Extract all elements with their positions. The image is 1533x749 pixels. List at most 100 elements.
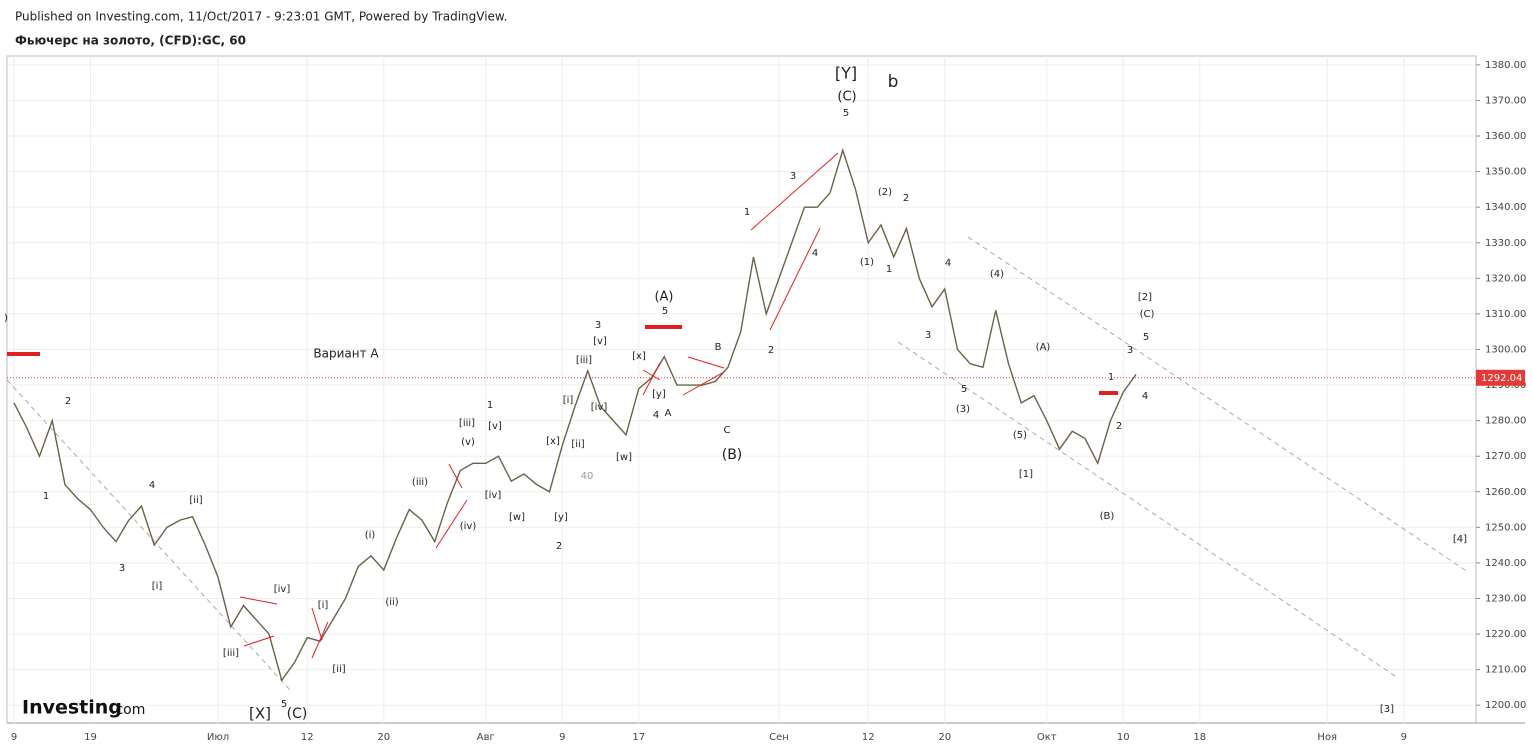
y-tick-label: 1210.00 (1485, 665, 1526, 676)
x-tick-label: Июл (207, 732, 229, 743)
wave-label: 4 (653, 410, 659, 421)
wave-label: 2 (1116, 421, 1122, 432)
wave-label: 3 (1127, 345, 1133, 356)
instrument-title: Фьючерс на золото, (CFD):GC, 60 (15, 34, 246, 48)
wave-label: 2 (556, 541, 562, 552)
last-price-label: 1292.04 (1481, 373, 1522, 384)
wave-label: [w] (616, 452, 632, 463)
x-tick-label: Авг (477, 732, 495, 743)
x-tick-label: Сен (769, 732, 789, 743)
x-tick-label: 9 (1401, 732, 1407, 743)
wave-label: ) (4, 313, 8, 324)
y-tick-label: 1310.00 (1485, 309, 1526, 320)
x-tick-label: Окт (1037, 732, 1057, 743)
wave-label: Вариант А (313, 347, 379, 361)
wave-label: (C) (837, 90, 856, 105)
plot-frame (6, 55, 1477, 724)
wave-label: 4 (812, 248, 818, 259)
y-tick-label: 1270.00 (1485, 451, 1526, 462)
wave-label: [X] (249, 705, 271, 723)
wave-label: 2 (903, 193, 909, 204)
wave-label: [3] (1380, 704, 1394, 715)
y-tick-label: 1200.00 (1485, 700, 1526, 711)
wave-label: (2) (878, 187, 892, 198)
wave-label: 5 (843, 108, 849, 119)
wave-label: [Y] (835, 64, 857, 83)
price-line (13, 147, 1137, 682)
x-tick-label: 12 (301, 732, 314, 743)
y-tick-label: 1250.00 (1485, 522, 1526, 533)
wave-label: 4 (1142, 391, 1148, 402)
wave-label: [v] (593, 336, 607, 347)
wave-label: [4] (1453, 534, 1467, 545)
x-tick-label: 20 (377, 732, 390, 743)
wave-label: [ii] (332, 664, 345, 675)
wave-label: [x] (632, 351, 646, 362)
logo-suffix: .com (111, 702, 145, 718)
wave-label: b (888, 72, 899, 92)
wave-label: [1] (1019, 469, 1033, 480)
y-tick-label: 1230.00 (1485, 593, 1526, 604)
wave-label: (4) (990, 269, 1004, 280)
wave-label: (3) (956, 404, 970, 415)
wave-label: (5) (1013, 430, 1027, 441)
wave-label: 5 (1143, 332, 1149, 343)
wave-label: 5 (281, 699, 287, 710)
y-tick-label: 1320.00 (1485, 273, 1526, 284)
wave-label: 40 (581, 471, 594, 482)
wave-label: [iii] (223, 648, 239, 659)
x-tick-label: 20 (938, 732, 951, 743)
wave-label: [x] (546, 436, 560, 447)
wave-label: (i) (365, 530, 376, 541)
wave-label: 3 (790, 171, 796, 182)
y-tick-label: 1220.00 (1485, 629, 1526, 640)
wave-label: [w] (509, 512, 525, 523)
channel-lines (6, 236, 1469, 691)
wave-label: [iv] (274, 584, 291, 595)
x-tick-label: Ноя (1317, 732, 1337, 743)
wave-label: (C) (1140, 309, 1155, 320)
y-tick-label: 1280.00 (1485, 416, 1526, 427)
logo-brand: Investing (22, 697, 122, 719)
wave-label: 1 (487, 400, 493, 411)
y-tick-label: 1260.00 (1485, 487, 1526, 498)
y-tick-label: 1240.00 (1485, 558, 1526, 569)
x-tick-label: 12 (862, 732, 875, 743)
x-tick-label: 19 (84, 732, 97, 743)
wave-label: C (724, 425, 731, 436)
wave-label: [i] (152, 581, 163, 592)
x-tick-label: 9 (11, 732, 17, 743)
wave-label: [i] (318, 600, 329, 611)
wave-label: (v) (461, 437, 475, 448)
published-line: Published on Investing.com, 11/Oct/2017 … (15, 10, 507, 24)
y-tick-label: 1360.00 (1485, 131, 1526, 142)
wave-label: [ii] (189, 495, 202, 506)
x-tick-label: 17 (632, 732, 645, 743)
wave-label: 4 (149, 480, 155, 491)
y-tick-label: 1370.00 (1485, 95, 1526, 106)
wave-label: 1 (43, 491, 49, 502)
wave-label: [v] (488, 421, 502, 432)
wave-label: [2] (1138, 292, 1152, 303)
y-tick-label: 1380.00 (1485, 60, 1526, 71)
wave-label: (1) (860, 257, 874, 268)
wave-label: (C) (287, 706, 308, 722)
x-tick-label: 10 (1117, 732, 1130, 743)
wave-label: [iv] (591, 402, 608, 413)
wave-label: [iii] (576, 355, 592, 366)
investing-logo: Investing .com (22, 697, 145, 719)
wave-label: 3 (595, 320, 601, 331)
wave-label: 4 (945, 258, 951, 269)
wave-label: 5 (961, 384, 967, 395)
wave-label: 1 (886, 264, 892, 275)
wave-label: 1 (1108, 372, 1114, 383)
wave-label: (ii) (385, 597, 398, 608)
wave-label: B (715, 342, 722, 353)
wave-label: 3 (119, 563, 125, 574)
x-tick-label: 18 (1193, 732, 1206, 743)
wave-label: [y] (652, 389, 666, 400)
last-price-box (1476, 369, 1525, 386)
x-tick-label: 9 (559, 732, 565, 743)
wave-label: (B) (1100, 511, 1115, 522)
wave-label: (iv) (460, 521, 477, 532)
